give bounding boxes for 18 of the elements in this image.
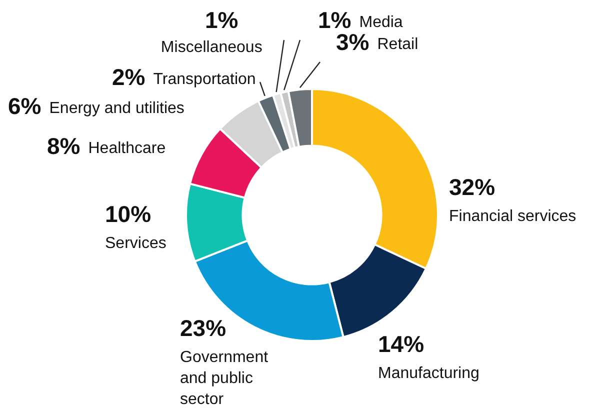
- slice-label: Transportation: [153, 71, 256, 88]
- slice-label: Services: [105, 235, 166, 252]
- slice-label: Healthcare: [88, 140, 166, 157]
- slice-label: Media: [359, 14, 403, 31]
- slice-label: Financial services: [449, 208, 576, 225]
- data-label: 32%: [449, 174, 496, 200]
- slice-label: Energy and utilities: [49, 100, 184, 117]
- data-label: 14%: [378, 331, 424, 357]
- data-label: 23%: [180, 315, 226, 341]
- slice-label: Retail: [377, 36, 418, 53]
- data-label: 6%: [8, 93, 42, 119]
- data-label: 8%: [47, 133, 80, 159]
- data-label: 1%: [205, 7, 238, 33]
- slice-label: Manufacturing: [378, 365, 480, 382]
- slice-label: Miscellaneous: [160, 39, 262, 56]
- data-label: 10%: [105, 201, 152, 227]
- data-label: 2%: [112, 64, 146, 90]
- slice-label: Government and public sector: [180, 349, 269, 408]
